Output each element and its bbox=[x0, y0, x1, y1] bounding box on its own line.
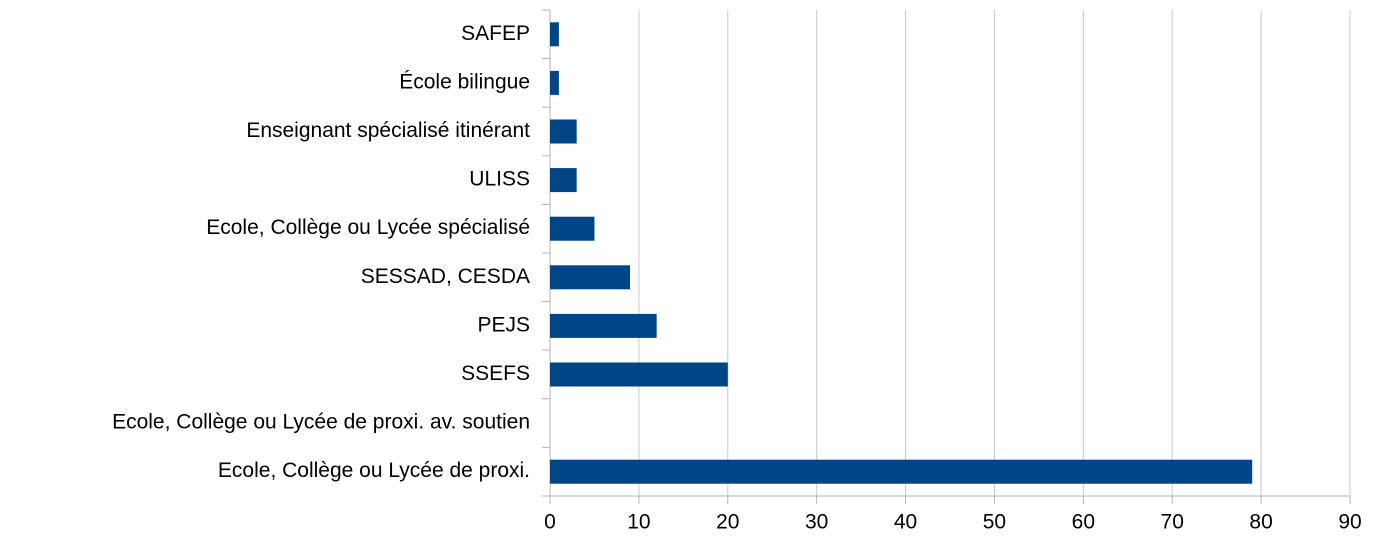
y-tick-label: Enseignant spécialisé itinérant bbox=[246, 119, 530, 142]
bar bbox=[550, 22, 559, 47]
x-tick-label: 80 bbox=[1249, 511, 1272, 534]
bar bbox=[550, 313, 657, 338]
x-tick-label: 70 bbox=[1161, 511, 1184, 534]
x-tick-label: 60 bbox=[1072, 511, 1095, 534]
y-tick-label: Ecole, Collège ou Lycée de proxi. bbox=[218, 459, 530, 482]
y-tick-label: SESSAD, CESDA bbox=[361, 265, 530, 288]
x-tick-label: 10 bbox=[627, 511, 650, 534]
bar bbox=[550, 168, 577, 193]
x-tick-label: 30 bbox=[805, 511, 828, 534]
y-tick-label: ULISS bbox=[469, 168, 530, 191]
bar bbox=[550, 119, 577, 144]
bar bbox=[550, 265, 630, 290]
bar bbox=[550, 362, 728, 387]
y-tick-label: Ecole, Collège ou Lycée de proxi. av. so… bbox=[112, 411, 530, 434]
y-tick-label: SSEFS bbox=[461, 362, 530, 385]
y-tick-label: École bilingue bbox=[399, 70, 530, 93]
y-tick-label: SAFEP bbox=[461, 22, 530, 45]
x-tick-label: 40 bbox=[894, 511, 917, 534]
x-tick-label: 20 bbox=[716, 511, 739, 534]
x-tick-label: 90 bbox=[1338, 511, 1361, 534]
bar bbox=[550, 70, 559, 95]
y-tick-label: PEJS bbox=[477, 313, 530, 336]
x-tick-label: 0 bbox=[544, 511, 556, 534]
bar bbox=[550, 459, 1253, 484]
x-tick-label: 50 bbox=[983, 511, 1006, 534]
bar bbox=[550, 216, 595, 241]
y-tick-label: Ecole, Collège ou Lycée spécialisé bbox=[206, 216, 530, 239]
